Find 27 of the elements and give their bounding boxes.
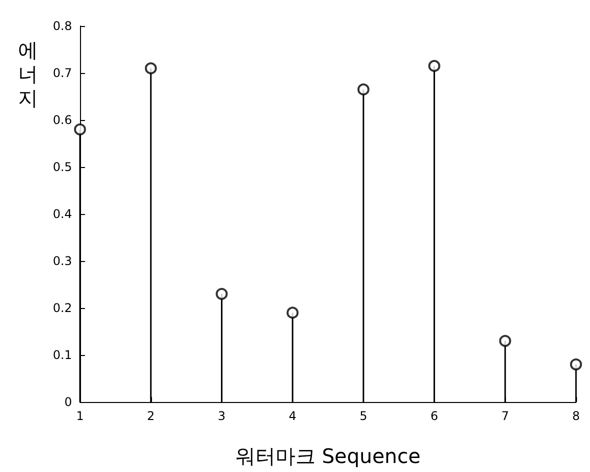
x-tick-label: 4 (288, 409, 296, 423)
y-tick-label: 0.3 (52, 254, 72, 268)
point (499, 334, 512, 347)
point (144, 62, 157, 74)
y-axis-title: 에너지 (18, 38, 38, 110)
y-tick-label: 0.8 (52, 19, 72, 33)
point (216, 288, 228, 300)
point (357, 83, 370, 96)
x-axis-title: 워터마크 Sequence (235, 444, 421, 468)
x-tick-label: 1 (76, 409, 84, 423)
point (570, 358, 582, 370)
y-tick-label: 0.2 (52, 301, 72, 315)
y-tick-label: 0.6 (52, 113, 72, 127)
x-tick-label: 3 (218, 409, 226, 423)
x-tick-label: 7 (501, 409, 509, 423)
x-tick-label: 8 (572, 409, 580, 423)
x-tick-label: 2 (147, 409, 155, 423)
y-tick-label: 0.7 (52, 66, 72, 80)
point (428, 60, 440, 72)
y-tick-label: 0 (64, 395, 72, 409)
x-tick-label: 5 (360, 409, 368, 423)
y-tick-label: 0.1 (52, 348, 72, 362)
point (286, 306, 299, 319)
point (74, 123, 86, 136)
y-tick-label: 0.4 (52, 207, 72, 221)
y-tick-label: 0.5 (52, 160, 72, 174)
x-tick-label: 6 (430, 409, 438, 423)
